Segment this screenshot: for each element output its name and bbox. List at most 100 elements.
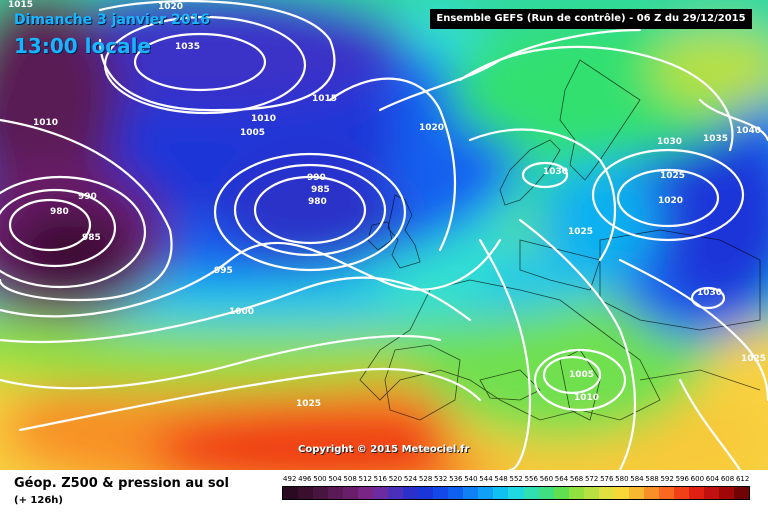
color-scale-swatch [373,487,389,499]
color-scale-swatch [733,487,749,499]
color-scale-label: 520 [388,475,403,483]
color-scale-label: 536 [449,475,463,483]
color-scale-label: 504 [328,475,342,483]
isobar-label: 985 [82,233,101,243]
isobar-label: 1015 [312,94,337,104]
isobar-label: 1035 [703,134,728,144]
isobar-labels: 1015 1020 1035 1010 1015 1010 1005 990 9… [8,0,766,409]
color-scale-label: 576 [600,475,614,483]
color-scale-label: 588 [645,475,659,483]
color-scale-label: 604 [705,475,720,483]
color-scale-label: 528 [418,475,433,483]
coastlines [359,59,761,421]
color-scale-label: 596 [675,475,689,483]
color-scale-swatch [448,487,464,499]
color-scale-swatch [508,487,524,499]
color-scale-label: 612 [735,475,750,483]
color-scale-label: 540 [464,475,478,483]
color-scale-swatch [358,487,374,499]
color-scale-swatch [523,487,539,499]
isobar-label: 1005 [240,128,265,138]
color-scale-swatch [703,487,719,499]
color-scale-label: 544 [479,475,493,483]
color-scale-labels: 492 496 500 504 508 512 516 520 524 528 532 536 540 5… [282,475,750,487]
forecast-date: Dimanche 3 janvier 2016 [14,12,211,28]
color-scale-label: 572 [584,475,599,483]
color-scale-swatch [538,487,554,499]
color-scale-swatch [658,487,674,499]
isobar-label: 1015 [8,0,33,10]
color-scale-swatch [673,487,689,499]
color-scale-swatch [688,487,704,499]
color-scale-label: 500 [313,475,327,483]
color-scale-label: 568 [569,475,584,483]
isobar-label: 1020 [658,196,683,206]
isobar-label: 980 [308,197,327,207]
legend-title: Géop. Z500 & pression au sol [14,476,229,491]
color-scale-swatch [418,487,434,499]
isobar-label: 1020 [419,123,444,133]
copyright-notice: Copyright © 2015 Meteociel.fr [298,444,470,455]
color-scale-label: 556 [524,475,538,483]
weather-map: 1015 1020 1035 1010 1015 1010 1005 990 9… [0,0,768,470]
isobar-label: 1030 [543,167,568,177]
legend-panel: Géop. Z500 & pression au sol (+ 126h) 49… [0,470,768,512]
color-scale-swatch [553,487,569,499]
forecast-hour: (+ 126h) [14,495,63,506]
color-scale-label: 560 [539,475,554,483]
isobar-label: 990 [78,192,97,202]
color-scale-swatch [328,487,344,499]
model-run-banner: Ensemble GEFS (Run de contrôle) - 06 Z d… [430,9,752,29]
color-scale-label: 580 [615,475,629,483]
isobar-label: 1010 [33,118,58,128]
color-scale-label: 584 [630,475,644,483]
color-scale-label: 512 [358,475,372,483]
isobar-label: 1040 [736,126,761,136]
isobar-label: 1010 [574,393,599,403]
isobars [0,0,768,470]
color-scale-label: 552 [509,475,523,483]
color-scale-swatch [493,487,509,499]
color-scale-label: 508 [343,475,357,483]
color-scale-swatch [343,487,359,499]
isobar-label: 1025 [741,354,766,364]
color-scale-label: 492 [283,475,297,483]
isobar-label: 1030 [697,288,722,298]
color-scale-label: 592 [660,475,674,483]
color-scale-swatch [433,487,449,499]
isobar-label: 990 [307,173,326,183]
isobar-label: 1025 [660,171,685,181]
color-scale-label: 608 [720,475,735,483]
isobar-label: 1000 [229,307,254,317]
color-scale-swatch [403,487,419,499]
color-scale-swatch [613,487,629,499]
color-scale-label: 524 [403,475,418,483]
color-scale-label: 532 [434,475,448,483]
isobar-label: 1010 [251,114,276,124]
isobar-label: 1035 [175,42,200,52]
isobar-label: 1025 [296,399,321,409]
color-scale-swatch [598,487,614,499]
color-scale-swatch [478,487,494,499]
isobar-label: 980 [50,207,69,217]
color-scale-label: 600 [690,475,705,483]
geopotential-field: 1015 1020 1035 1010 1015 1010 1005 990 9… [0,0,768,470]
color-scale-swatch [718,487,734,499]
color-scale-swatch [643,487,659,499]
isobar-label: 1025 [568,227,593,237]
isobar-label: 1005 [569,370,594,380]
color-scale-bar [282,486,750,500]
color-scale-label: 548 [494,475,508,483]
isobar-label: 1030 [657,137,682,147]
color-scale-swatch [388,487,404,499]
color-scale-label: 496 [298,475,312,483]
color-scale-label: 564 [554,475,569,483]
isobar-label: 995 [214,266,233,276]
color-scale-swatch [283,487,299,499]
color-scale-swatch [463,487,479,499]
color-scale-swatch [298,487,314,499]
isobar-label: 985 [311,185,330,195]
isobar-label: 1020 [158,2,183,12]
color-scale-swatch [628,487,644,499]
color-scale-swatch [583,487,599,499]
